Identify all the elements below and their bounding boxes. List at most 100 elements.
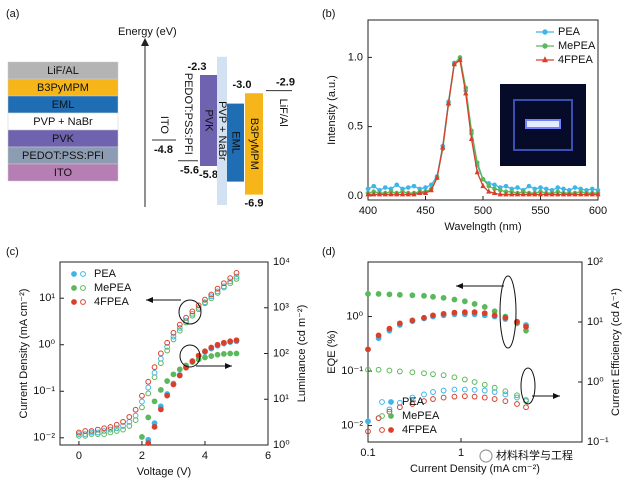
data-point (208, 344, 215, 351)
data-point (233, 273, 240, 280)
data-point (471, 301, 478, 307)
data-point (515, 185, 520, 190)
data-point (189, 358, 196, 365)
data-point (386, 325, 393, 332)
data-point (543, 186, 549, 192)
data-point (176, 321, 183, 328)
y2-tick-label: 10⁰ (273, 439, 290, 451)
energy-band (217, 56, 227, 205)
data-point (164, 343, 171, 350)
data-point (80, 285, 86, 291)
data-point (176, 327, 183, 334)
data-point (388, 413, 394, 419)
energy-level-value: -6.9 (245, 198, 264, 210)
y-tick-label: 0.5 (348, 121, 363, 133)
data-point (386, 367, 393, 374)
data-point (189, 310, 196, 317)
data-point (461, 298, 468, 305)
data-point (94, 426, 101, 433)
data-point (396, 368, 403, 375)
energy-band (200, 75, 217, 166)
y-tick-label: 10⁻² (341, 419, 363, 431)
data-point (382, 191, 388, 197)
annotation-ellipse (520, 367, 536, 405)
data-point (572, 185, 578, 190)
stack-layer-label: LiF/AL (47, 65, 79, 77)
data-point (394, 191, 400, 197)
data-point (578, 191, 584, 197)
data-point (396, 291, 403, 298)
data-point (421, 398, 427, 405)
data-point (227, 278, 234, 285)
panel-label: (c) (6, 246, 19, 258)
x-axis-title: Voltage (V) (137, 466, 191, 478)
data-point (542, 43, 548, 49)
data-point (423, 185, 428, 190)
y-axis-title: Current Density (mA cm⁻²) (18, 289, 30, 419)
energy-level-name: ITO (158, 116, 170, 135)
data-point (409, 317, 416, 324)
data-point (514, 401, 520, 407)
data-point (101, 425, 108, 432)
data-point (481, 310, 488, 317)
annotation-ellipse (499, 275, 517, 349)
data-point (523, 404, 529, 411)
y2-axis-title: Luminance (cd m⁻²) (296, 305, 308, 403)
data-point (502, 391, 509, 398)
y2-tick-label: 10² (587, 256, 603, 268)
data-point (126, 414, 133, 420)
data-point (71, 271, 77, 277)
data-point (139, 398, 145, 405)
data-point (379, 413, 385, 419)
energy-level-value: -2.3 (188, 61, 207, 73)
data-point (409, 394, 416, 401)
data-point (430, 293, 436, 300)
data-point (541, 56, 549, 63)
annotation-arrowhead (225, 363, 232, 369)
data-point (481, 394, 488, 401)
legend-label: MePEA (402, 410, 440, 422)
data-point (491, 312, 498, 319)
data-point (151, 364, 158, 371)
data-point (421, 292, 427, 299)
energy-level-name: B3PyMPM (248, 118, 260, 170)
stack-layer (7, 163, 119, 182)
energy-level-value: -4.8 (154, 144, 173, 156)
data-point (233, 269, 240, 276)
data-point (396, 320, 403, 327)
data-point (520, 191, 526, 197)
data-point (382, 185, 388, 190)
y-tick-label: 10¹ (39, 292, 55, 304)
panel-label: (b) (322, 8, 335, 20)
data-point (120, 426, 126, 433)
data-point (543, 191, 549, 197)
data-point (434, 174, 440, 180)
data-point (486, 188, 492, 194)
data-point (375, 366, 382, 373)
data-point (421, 391, 427, 398)
energy-level-name: EML (230, 131, 242, 154)
x-tick-label: 400 (359, 205, 377, 217)
data-point (451, 60, 457, 67)
y2-tick-label: 10¹ (273, 393, 289, 405)
energy-level-value: -5.8 (199, 169, 218, 181)
y-axis-title: Intensity (a.u.) (326, 75, 338, 145)
energy-axis-label: Energy (eV) (118, 26, 177, 38)
data-point (461, 376, 468, 383)
data-point (595, 191, 601, 197)
data-point (497, 191, 503, 197)
data-point (164, 347, 171, 354)
energy-level-name: PEDOT:PSS:PFI (182, 73, 194, 155)
data-point (82, 428, 89, 434)
data-point (208, 295, 215, 302)
data-point (537, 191, 544, 197)
y-tick-label: 1.0 (348, 51, 363, 63)
data-point (88, 428, 95, 434)
stack-layer-label: B3PyMPM (37, 82, 89, 94)
y-tick-label: 10⁻¹ (33, 385, 55, 397)
x-tick-label: 600 (589, 205, 607, 217)
data-point (157, 406, 164, 413)
watermark-icon (479, 449, 493, 463)
data-point (445, 99, 452, 106)
data-point (365, 291, 371, 297)
